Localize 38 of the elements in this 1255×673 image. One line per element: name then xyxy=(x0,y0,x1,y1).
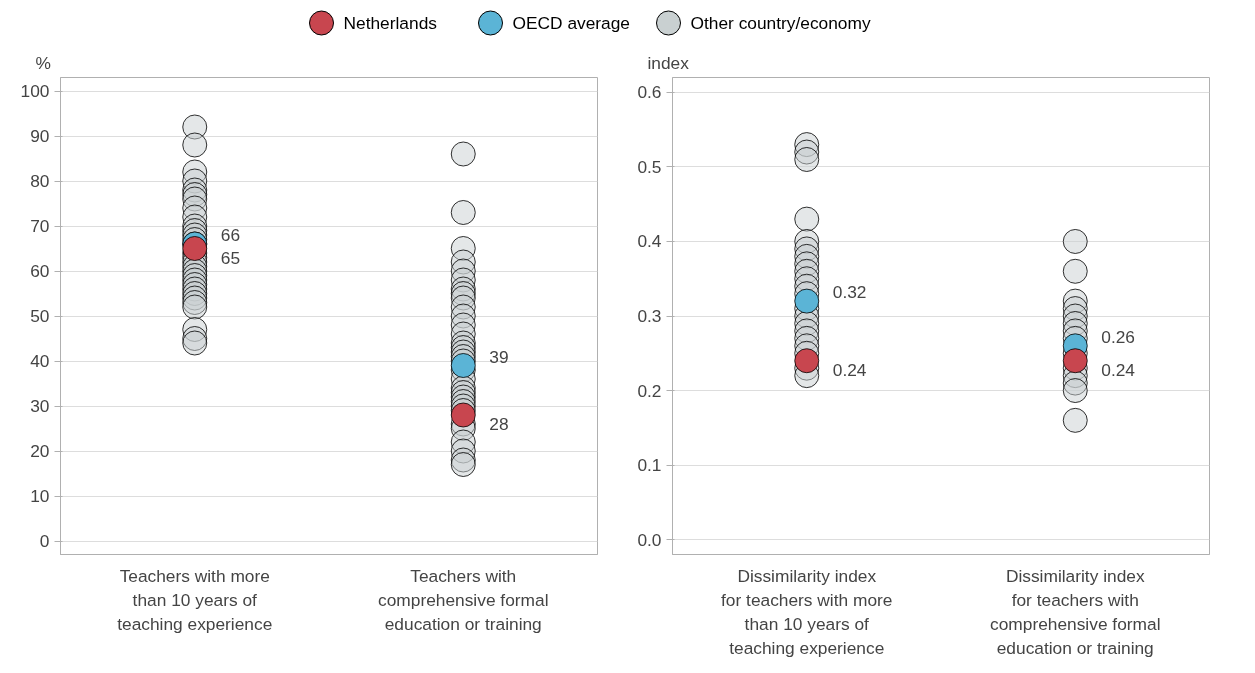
y-tick-label: 0.5 xyxy=(637,156,662,177)
y-tick-label: 30 xyxy=(30,396,50,416)
y-tick-label: 0.6 xyxy=(637,82,662,103)
data-label: 0.24 xyxy=(832,359,867,380)
y-tick-label: 70 xyxy=(30,216,50,236)
legend-label: Netherlands xyxy=(343,13,438,33)
y-tick-label: 0.0 xyxy=(637,529,662,550)
y-tick-label: 100 xyxy=(20,81,50,101)
x-tick-label: Dissimilarity index for teachers with comprehensive formal education or training xyxy=(990,565,1161,658)
data-label: 65 xyxy=(220,247,241,268)
x-tick-label: Teachers with comprehensive formal education or training xyxy=(378,565,549,634)
point xyxy=(450,402,476,428)
y-tick-label: 40 xyxy=(30,351,50,371)
y-tick-label: 0.3 xyxy=(637,306,662,326)
y-tick-label: 90 xyxy=(30,126,50,146)
y-tick-label: 10 xyxy=(30,486,50,506)
y-axis-title: % xyxy=(35,52,51,73)
y-tick-label: 80 xyxy=(30,171,50,191)
point xyxy=(182,236,208,261)
y-tick-label: 50 xyxy=(30,306,50,326)
legend-label: OECD average xyxy=(512,13,630,33)
y-tick-label: 0.1 xyxy=(637,455,662,476)
y-tick-label: 60 xyxy=(30,261,50,281)
data-label: 0.32 xyxy=(832,282,867,303)
point xyxy=(450,353,476,378)
y-tick-label: 0 xyxy=(39,531,50,551)
data-label: 28 xyxy=(489,414,509,434)
data-label: 39 xyxy=(489,346,509,367)
data-label: 66 xyxy=(220,225,241,245)
y-tick-label: 0.2 xyxy=(637,380,662,401)
legend-label: Other country/economy xyxy=(690,13,871,33)
y-tick-label: 20 xyxy=(30,441,50,461)
data-label: 0.26 xyxy=(1101,326,1135,347)
data-label: 0.24 xyxy=(1101,359,1136,380)
x-tick-label: Dissimilarity index for teachers with more than 10 years of teaching experience xyxy=(721,565,893,658)
y-axis-title: index xyxy=(647,52,690,73)
x-tick-label: Teachers with more than 10 years of teaching experience xyxy=(117,565,273,634)
y-tick-label: 0.4 xyxy=(637,231,662,252)
